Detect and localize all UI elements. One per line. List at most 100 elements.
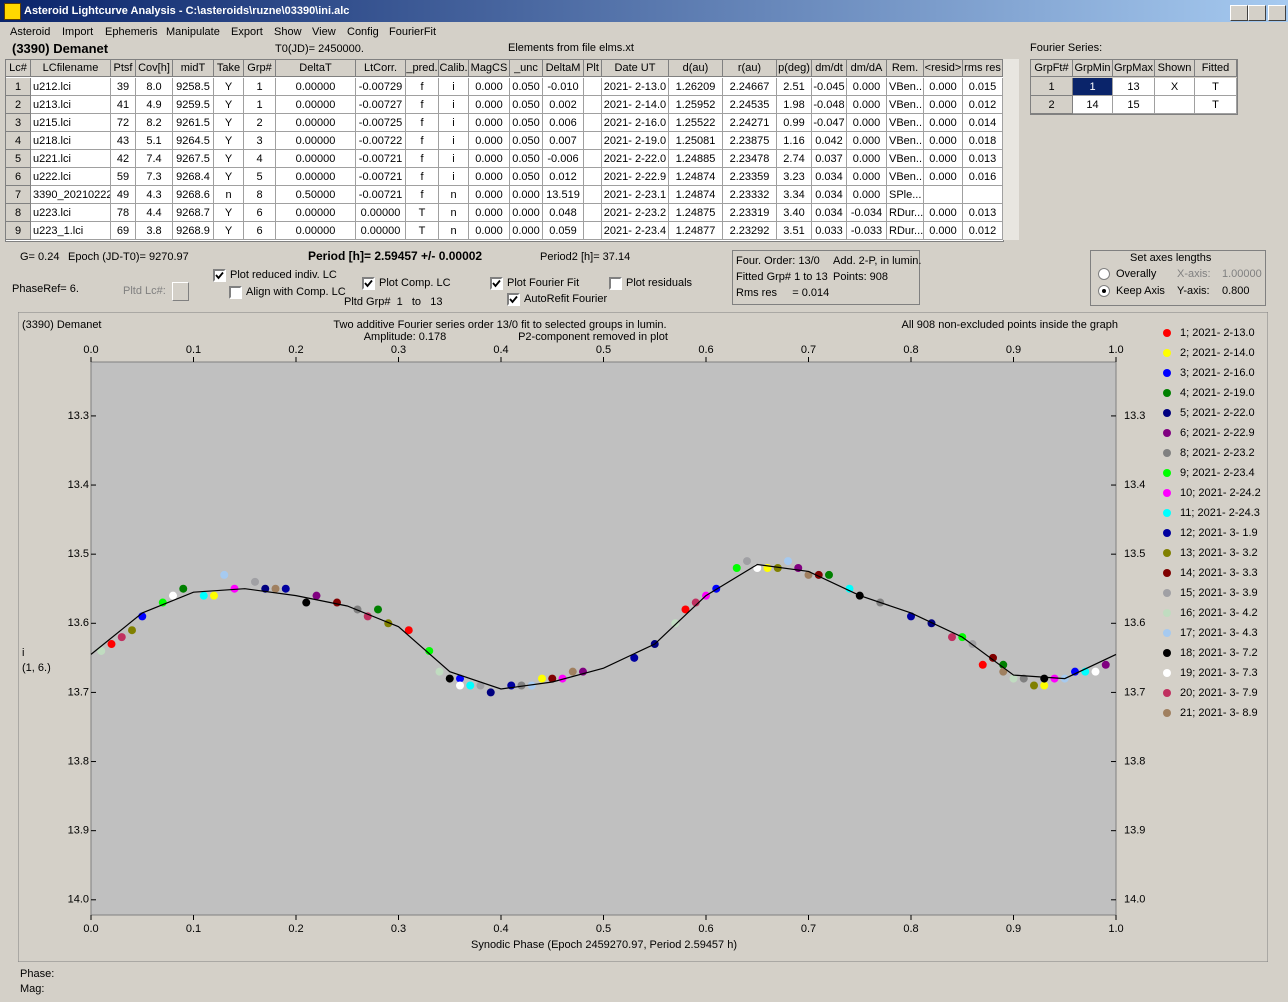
- annotation: Amplitude: 0.178: [364, 331, 447, 343]
- table-cell: 4.9: [136, 96, 173, 114]
- legend-label: 3; 2021- 2-16.0: [1180, 367, 1255, 379]
- table-cell: 0.050: [510, 132, 543, 150]
- table-cell: 78: [111, 204, 136, 222]
- check-mark: [492, 279, 501, 288]
- table-cell: 0.00000: [356, 204, 406, 222]
- checkbox[interactable]: [362, 277, 375, 290]
- table-cell: 0.000: [924, 132, 963, 150]
- data-point: [158, 598, 167, 607]
- y-tick-label: 13.4: [1124, 479, 1145, 491]
- table-cell: T: [406, 222, 439, 240]
- radio-button[interactable]: [1098, 268, 1110, 280]
- table-cell: 0.007: [543, 132, 584, 150]
- table-cell: 43: [111, 132, 136, 150]
- x-tick-label: 0.9: [1006, 344, 1021, 356]
- spinner[interactable]: [172, 282, 189, 301]
- phase-ref: PhaseRef= 6.: [12, 283, 79, 295]
- row-header: 7: [6, 186, 31, 204]
- checkbox[interactable]: [213, 269, 226, 282]
- minimize-button[interactable]: [1230, 5, 1248, 21]
- table-cell: X: [1155, 78, 1195, 96]
- menu-item[interactable]: FourierFit: [389, 26, 437, 38]
- table-cell: 3.8: [136, 222, 173, 240]
- data-point: [527, 681, 536, 690]
- table-cell: 0.034: [812, 186, 847, 204]
- x-tick-label: 0.4: [493, 923, 508, 935]
- table-cell: 1.24885: [669, 150, 723, 168]
- table-cell: T: [406, 204, 439, 222]
- row-header: 6: [6, 168, 31, 186]
- table-cell: 0.034: [812, 168, 847, 186]
- x-tick-label: 0.0: [83, 923, 98, 935]
- check-mark: [215, 271, 224, 280]
- data-point: [1050, 674, 1059, 683]
- table-cell: [1155, 96, 1195, 114]
- menu-item[interactable]: Ephemeris: [105, 26, 158, 38]
- table-cell: 0.016: [963, 168, 1003, 186]
- table-cell: 13: [1113, 78, 1155, 96]
- table-cell: 4.3: [136, 186, 173, 204]
- table-cell: 4: [244, 150, 276, 168]
- row-header: 8: [6, 204, 31, 222]
- column-header: DeltaM: [543, 60, 584, 77]
- data-point: [271, 584, 280, 593]
- data-point: [630, 653, 639, 662]
- legend-marker: [1163, 509, 1171, 517]
- data-point: [404, 626, 413, 635]
- table-cell: -0.006: [543, 150, 584, 168]
- data-point: [179, 584, 188, 593]
- data-point: [363, 612, 372, 621]
- menu-item[interactable]: Import: [62, 26, 94, 38]
- table-cell: 9267.5: [173, 150, 214, 168]
- checkbox[interactable]: [609, 277, 622, 290]
- table-cell: i: [439, 168, 469, 186]
- column-header: Plt: [584, 60, 602, 77]
- table-cell: 1.24877: [669, 222, 723, 240]
- table-cell: 0.000: [847, 132, 887, 150]
- table-cell: 0.048: [543, 204, 584, 222]
- table-cell: 42: [111, 150, 136, 168]
- row-header: 1: [1031, 78, 1073, 96]
- table-cell: 0.000: [847, 114, 887, 132]
- table-cell: -0.00721: [356, 168, 406, 186]
- table-cell: VBen..: [887, 168, 924, 186]
- radio-button[interactable]: [1098, 285, 1110, 297]
- menu-item[interactable]: View: [312, 26, 336, 38]
- checkbox[interactable]: [229, 286, 242, 299]
- data-point: [435, 667, 444, 676]
- table-cell: 0.99: [777, 114, 812, 132]
- x-tick-label: 0.4: [493, 344, 508, 356]
- table-cell: 13.519: [543, 186, 584, 204]
- legend-label: 2; 2021- 2-14.0: [1180, 347, 1255, 359]
- data-point: [1019, 674, 1028, 683]
- row-header: 1: [6, 78, 31, 96]
- menu-item[interactable]: Show: [274, 26, 302, 38]
- menu-item[interactable]: Export: [231, 26, 263, 38]
- status-mag: Mag:: [20, 983, 45, 995]
- checkbox[interactable]: [490, 277, 503, 290]
- table-cell: 2.51: [777, 78, 812, 96]
- table-cell: f: [406, 96, 439, 114]
- table-cell: 0.000: [510, 222, 543, 240]
- axes-box-title: Set axes lengths: [1130, 252, 1212, 264]
- legend-label: 16; 2021- 3- 4.2: [1180, 607, 1258, 619]
- check-path: [492, 279, 501, 288]
- table-cell: 0.059: [543, 222, 584, 240]
- table-cell: 0.013: [963, 204, 1003, 222]
- menu-item[interactable]: Config: [347, 26, 379, 38]
- x-tick-label: 0.7: [801, 344, 816, 356]
- checkbox[interactable]: [507, 293, 520, 306]
- close-button[interactable]: [1268, 5, 1286, 21]
- x-tick-label: 0.8: [903, 344, 918, 356]
- column-header: _pred.: [406, 60, 439, 77]
- menu-item[interactable]: Asteroid: [10, 26, 51, 38]
- scrollbar[interactable]: [1003, 59, 1019, 240]
- column-header: Shown: [1155, 60, 1195, 77]
- legend-label: 14; 2021- 3- 3.3: [1180, 567, 1258, 579]
- y-tick-label: 13.7: [1124, 686, 1145, 698]
- y-tick-label: 13.8: [68, 755, 89, 767]
- x-tick-label: 0.5: [596, 344, 611, 356]
- table-cell: f: [406, 132, 439, 150]
- menu-item[interactable]: Manipulate: [166, 26, 220, 38]
- maximize-button[interactable]: [1248, 5, 1266, 21]
